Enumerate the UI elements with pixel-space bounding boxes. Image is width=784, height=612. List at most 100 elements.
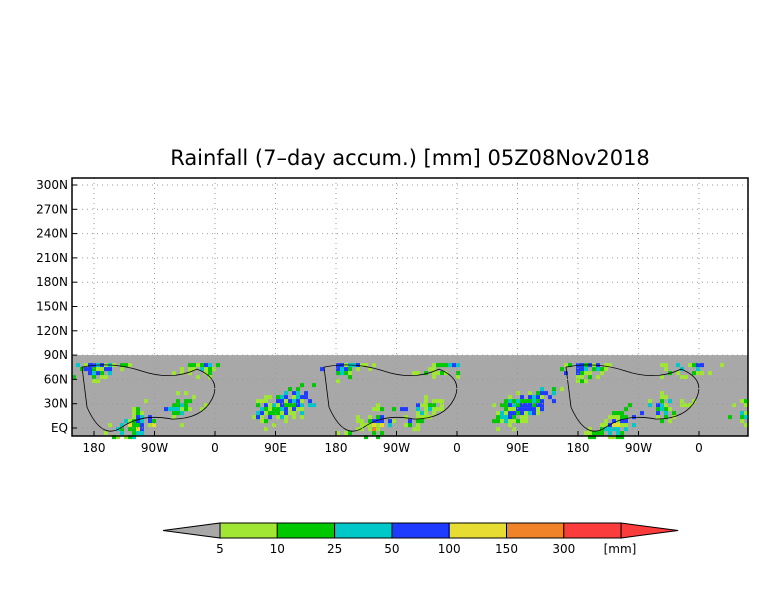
colorbar-level-label: 5 [216,542,224,556]
rain-cell [372,423,376,428]
x-tick-label: 90W [625,441,652,455]
rain-cell [380,431,384,436]
colorbar-box [219,522,278,539]
x-tick-label: 180 [567,441,590,455]
rain-cell [552,387,556,392]
rain-cell [620,423,624,428]
rain-cell [700,371,704,376]
rain-cell [256,399,260,404]
rain-cell [108,423,112,428]
rain-cell [84,367,88,372]
rain-cell [660,375,664,380]
rain-cell [608,427,612,432]
rain-cell [208,367,212,372]
rain-cell [500,415,504,420]
rain-cell [368,419,372,424]
rain-cell [388,423,392,428]
rain-cell [148,419,152,424]
rain-cell [528,403,532,408]
rain-cell [284,415,288,420]
rain-cell [520,415,524,420]
rain-cell [364,435,368,440]
rain-cell [288,407,292,412]
colorbar-level-label: 25 [327,542,342,556]
x-axis: 180 90W 0 90E 180 90W 0 90E 180 90W 0 [83,431,703,455]
rain-cell [528,399,532,404]
rain-cell [516,419,520,424]
rain-cell [284,407,288,412]
colorbar-level-label: 150 [495,542,518,556]
rain-cell [136,411,140,416]
rain-cell [128,419,132,424]
colorbar-under-triangle [162,522,221,539]
rain-cell [508,403,512,408]
rain-cell [336,431,340,436]
rain-cell [404,423,408,428]
rain-cell [276,407,280,412]
rain-cell [372,363,376,368]
rain-cell [524,407,528,412]
rain-cell [172,407,176,412]
rain-cell [424,403,428,408]
rain-cell [84,363,88,368]
y-tick-label: 120N [36,324,68,338]
rain-cell [596,367,600,372]
chart-title: Rainfall (7–day accum.) [mm] 05Z08Nov201… [170,146,650,170]
rain-cell [744,411,748,416]
rain-cell [676,371,680,376]
rain-cell [416,407,420,412]
rain-cell [368,415,372,420]
rain-cell [504,419,508,424]
rain-cell [292,411,296,416]
rain-cell [88,363,92,368]
rain-cell [612,411,616,416]
rain-cell [344,431,348,436]
rain-cell [588,375,592,380]
rain-cell [200,367,204,372]
rain-cell [416,403,420,408]
rain-cell [512,399,516,404]
rain-cell [104,431,108,436]
rain-cell [656,407,660,412]
rain-cell [128,423,132,428]
plot-area: 300N270N240N210N180N150N120N90N60N30NEQ … [36,177,749,455]
rain-cell [188,399,192,404]
rain-cell [272,411,276,416]
rain-cell [428,407,432,412]
rain-cell [380,415,384,420]
rain-cell [184,407,188,412]
rain-cell [296,407,300,412]
rain-cell [432,367,436,372]
rain-cell [300,407,304,412]
colorbar-level-label: 300 [552,542,575,556]
rain-cell [416,371,420,376]
y-tick-label: 270N [36,202,68,216]
rain-cell [280,411,284,416]
rain-cell [336,371,340,376]
rain-cell [108,371,112,376]
rain-cell [420,411,424,416]
rain-cell [664,407,668,412]
rain-cell [208,371,212,376]
rain-cell [508,399,512,404]
rain-cell [420,403,424,408]
rain-cell [612,427,616,432]
rain-cell [140,423,144,428]
rain-cell [348,367,352,372]
rain-cell [376,423,380,428]
rain-cell [584,379,588,384]
rain-cell [376,403,380,408]
rain-cell [424,399,428,404]
rain-cell [108,367,112,372]
rain-cell [684,375,688,380]
rain-cell [192,367,196,372]
rain-cell [740,399,744,404]
rain-cell [548,395,552,400]
rainfall-map-layer [72,355,748,440]
rain-cell [196,363,200,368]
rain-cell [340,367,344,372]
rain-cell [88,367,92,372]
rain-cell [528,395,532,400]
rain-cell [400,407,404,412]
rain-cell [616,415,620,420]
